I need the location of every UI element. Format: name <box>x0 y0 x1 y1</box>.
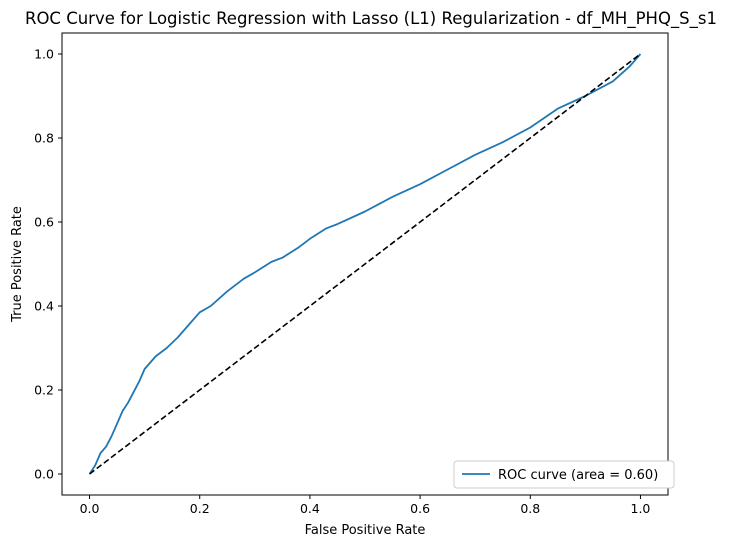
x-tick-label: 0.6 <box>410 501 430 516</box>
legend-box <box>453 460 675 489</box>
y-axis-label: True Positive Rate <box>10 206 25 323</box>
plot-frame <box>61 32 669 496</box>
x-tick-label: 1.0 <box>631 501 651 516</box>
legend-label-roc: ROC curve (area = 0.60) <box>498 468 658 483</box>
y-tick-label: 0.8 <box>34 131 54 146</box>
chance-diagonal-line <box>89 53 641 475</box>
roc-curve-line <box>88 53 642 475</box>
series-layer <box>88 53 642 475</box>
x-tick-label: 0.0 <box>80 501 100 516</box>
y-axis-ticks: 0.0 0.2 0.4 0.6 0.8 1.0 <box>34 47 62 482</box>
y-tick-label: 0.2 <box>34 383 54 398</box>
x-tick-label: 0.4 <box>300 501 320 516</box>
x-tick-label: 0.2 <box>190 501 210 516</box>
legend: ROC curve (area = 0.60) <box>453 460 675 489</box>
y-tick-label: 0.0 <box>34 467 54 482</box>
x-axis-label: False Positive Rate <box>305 523 426 538</box>
plot-area: 0.0 0.2 0.4 0.6 0.8 1.0 0.0 0.2 0.4 0.6 0.8 1.0 <box>34 32 669 516</box>
y-tick-label: 1.0 <box>34 47 54 62</box>
y-tick-label: 0.4 <box>34 299 54 314</box>
x-axis-ticks: 0.0 0.2 0.4 0.6 0.8 1.0 <box>80 495 651 516</box>
y-tick-label: 0.6 <box>34 215 54 230</box>
chart-title: ROC Curve for Logistic Regression with L… <box>25 9 717 29</box>
x-tick-label: 0.8 <box>520 501 540 516</box>
